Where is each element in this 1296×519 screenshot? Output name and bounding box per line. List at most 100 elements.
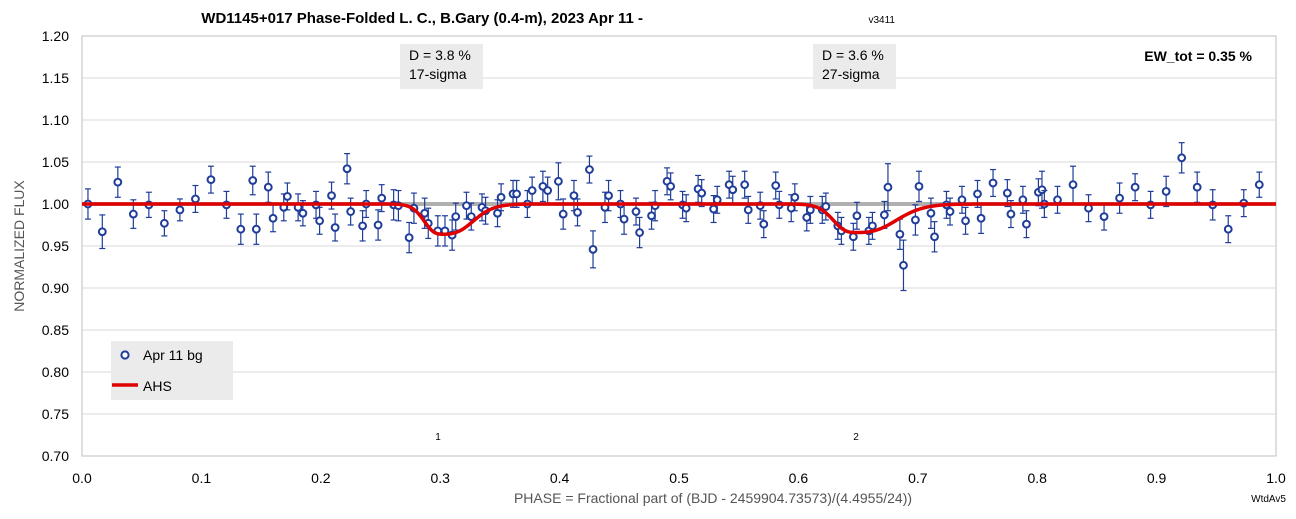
data-marker <box>1084 203 1093 213</box>
ahs-model-line <box>81 202 1277 236</box>
x-tick-label: 0.1 <box>192 470 212 486</box>
data-point <box>206 165 216 194</box>
legend-marker-points <box>120 350 130 360</box>
data-point <box>236 213 246 245</box>
data-point <box>821 192 831 221</box>
data-marker <box>573 208 582 217</box>
data-point <box>404 221 414 254</box>
data-marker <box>1192 182 1202 192</box>
data-marker <box>263 182 273 192</box>
chart-title-version: v3411 <box>868 15 895 26</box>
data-marker <box>462 201 471 211</box>
data-marker <box>1099 212 1109 222</box>
data-point <box>740 170 750 199</box>
x-tick-label: 0.2 <box>311 470 331 486</box>
data-marker <box>493 208 502 218</box>
y-tick-label: 0.75 <box>42 406 69 422</box>
data-marker <box>666 181 676 191</box>
data-marker <box>512 189 522 199</box>
data-marker <box>1068 180 1078 190</box>
data-marker <box>268 213 278 223</box>
x-tick-label: 1.0 <box>1266 470 1286 486</box>
data-point <box>852 201 862 230</box>
data-point <box>1068 165 1078 204</box>
data-marker <box>377 193 387 203</box>
x-axis-label: PHASE = Fractional part of (BJD - 245990… <box>514 490 912 506</box>
y-tick-label: 1.05 <box>42 154 69 170</box>
x-tick-label: 0.7 <box>908 470 928 486</box>
ew-total-text: EW_tot = 0.35 % <box>1144 48 1252 64</box>
data-marker <box>315 216 325 226</box>
data-point <box>743 195 753 224</box>
data-point <box>282 182 292 211</box>
data-marker <box>236 224 246 234</box>
data-marker <box>604 191 613 201</box>
data-point <box>1018 185 1028 214</box>
data-marker <box>681 203 691 213</box>
y-tick-label: 0.85 <box>42 322 69 338</box>
data-point <box>251 213 261 245</box>
data-marker <box>128 209 138 219</box>
data-marker <box>1018 195 1028 205</box>
data-point <box>1254 171 1264 198</box>
data-marker <box>327 191 336 201</box>
data-marker <box>1022 219 1031 229</box>
data-point <box>911 204 920 236</box>
data-marker <box>373 220 383 230</box>
data-point <box>1161 175 1171 208</box>
data-marker <box>1254 180 1264 190</box>
data-point <box>97 214 107 250</box>
data-marker <box>728 185 738 195</box>
data-point <box>771 171 781 200</box>
y-tick-label: 1.15 <box>42 70 69 86</box>
data-marker <box>895 229 905 239</box>
dip1-sigma-text: 17-sigma <box>409 66 467 82</box>
data-marker <box>282 192 292 201</box>
data-point <box>543 176 553 205</box>
data-point <box>342 153 352 185</box>
data-marker <box>911 215 920 225</box>
data-point <box>883 163 893 212</box>
data-point <box>1002 179 1012 208</box>
data-marker <box>740 180 750 190</box>
dip2-number-label: 2 <box>853 432 859 443</box>
data-marker <box>206 175 216 185</box>
data-marker <box>976 213 986 223</box>
data-marker <box>451 212 461 222</box>
data-marker <box>899 260 908 270</box>
dip2-annotation-box: D = 3.6 % 27-sigma <box>813 44 896 89</box>
data-marker <box>1037 185 1047 195</box>
data-marker <box>973 189 982 199</box>
data-point <box>554 162 563 201</box>
data-marker <box>159 218 169 228</box>
data-marker <box>404 233 414 243</box>
data-point <box>569 179 579 212</box>
data-point <box>899 239 908 292</box>
data-marker <box>1006 209 1016 219</box>
data-marker <box>346 207 356 216</box>
data-marker <box>1223 224 1233 234</box>
x-tick-label: 0.0 <box>72 470 92 486</box>
data-marker <box>1115 193 1124 203</box>
data-marker <box>790 192 800 202</box>
data-marker <box>191 194 200 204</box>
data-point <box>1022 210 1031 239</box>
data-point <box>926 197 936 229</box>
x-tick-label: 0.4 <box>550 470 570 486</box>
x-axis-ticks: 0.0 0.1 0.2 0.3 0.4 0.5 0.6 0.7 0.8 0.9 1.0 <box>72 470 1286 486</box>
data-marker <box>558 209 568 219</box>
data-marker <box>712 195 722 205</box>
x-tick-label: 0.6 <box>789 470 809 486</box>
data-marker <box>496 192 506 202</box>
data-marker <box>961 216 970 226</box>
data-marker <box>852 211 862 221</box>
data-marker <box>619 214 629 224</box>
data-marker <box>1053 195 1062 205</box>
data-point <box>945 197 955 226</box>
data-point <box>759 210 769 239</box>
y-tick-label: 0.70 <box>42 448 69 464</box>
data-point <box>961 206 970 235</box>
data-marker <box>466 212 476 222</box>
data-marker <box>709 204 719 214</box>
